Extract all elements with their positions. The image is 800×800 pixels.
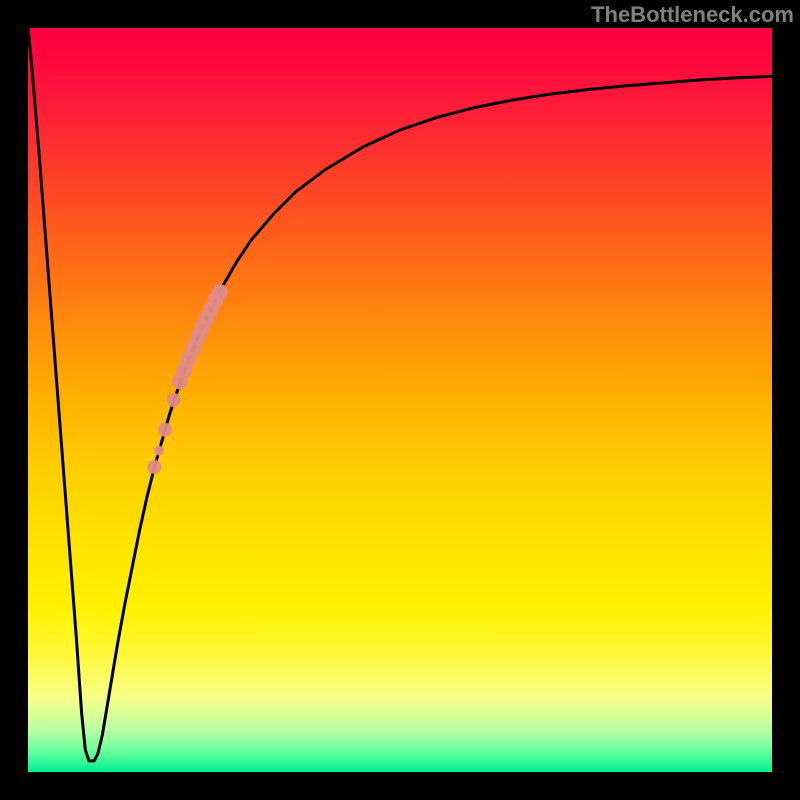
- data-marker: [154, 446, 164, 456]
- watermark-text: TheBottleneck.com: [591, 2, 794, 28]
- data-marker: [147, 460, 161, 474]
- chart-container: TheBottleneck.com: [0, 0, 800, 800]
- data-marker: [167, 393, 181, 407]
- plot-background: [28, 28, 772, 772]
- data-marker: [158, 423, 172, 437]
- plot-svg: [28, 28, 772, 772]
- data-marker: [212, 284, 228, 300]
